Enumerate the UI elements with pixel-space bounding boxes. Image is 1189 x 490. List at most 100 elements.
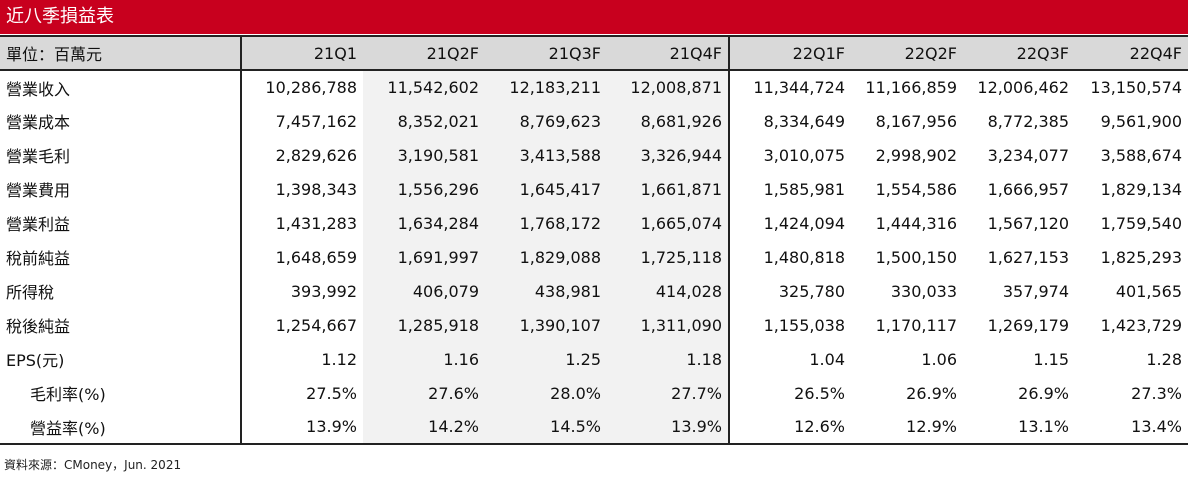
row-label: 所得稅	[6, 283, 55, 302]
table-cell: 1,390,107	[485, 308, 607, 342]
table-cell: 1,269,179	[987, 315, 1069, 335]
table-cell: 13,150,574	[1090, 78, 1182, 97]
row-label: 毛利率(%)	[30, 385, 106, 404]
row-label: 營業收入	[6, 79, 71, 99]
table-cell: 414,028	[607, 274, 729, 308]
table-cell: 1,567,120	[987, 213, 1069, 233]
table-cell: 1,554,586	[875, 179, 957, 199]
table-cell: 1,768,172	[485, 206, 607, 240]
table-cell: 11,166,859	[865, 78, 957, 97]
row-label: 營業成本	[6, 113, 71, 132]
table-cell: 357,974	[1002, 281, 1069, 301]
row-label: EPS(元)	[6, 351, 65, 370]
table-cell: 3,326,944	[607, 138, 729, 172]
row-label: 營業利益	[6, 215, 71, 234]
table-cell: 406,079	[363, 274, 485, 308]
table-cell: 8,352,021	[363, 104, 485, 138]
table-cell: 11,344,724	[728, 70, 851, 104]
table-cell: 27.3%	[1131, 383, 1182, 403]
table-row: 毛利率(%) 27.5% 27.6% 28.0% 27.7% 26.5% 26.9% 26.9…	[0, 376, 1188, 410]
table-cell: 1,480,818	[728, 240, 851, 274]
table-cell: 1,285,918	[363, 308, 485, 342]
table-cell: 12.9%	[851, 410, 963, 445]
table-cell: 12,006,462	[977, 78, 1069, 97]
table-cell: 3,588,674	[1100, 145, 1182, 165]
table-cell: 1,759,540	[1100, 213, 1182, 233]
column-header: 22Q1F	[728, 35, 851, 71]
table-cell: 1,645,417	[485, 172, 607, 206]
table-row: 營業收入 10,286,788 11,542,602 12,183,211 12,008…	[0, 70, 1188, 104]
table-cell: 2,998,902	[875, 145, 957, 165]
table-cell: 1.25	[485, 342, 607, 376]
table-cell: 26.5%	[728, 376, 851, 410]
table-cell: 8,167,956	[875, 111, 957, 131]
table-row: 營業成本 7,457,162 8,352,021 8,769,623 8,681,926…	[0, 104, 1188, 138]
table-cell: 3,413,588	[485, 138, 607, 172]
table-cell: 1,556,296	[363, 172, 485, 206]
table-cell: 1.16	[363, 342, 485, 376]
column-header: 22Q2F	[851, 35, 963, 71]
table-cell: 12,183,211	[485, 70, 607, 104]
table-cell: 27.7%	[607, 376, 729, 410]
column-header: 22Q4F	[1075, 35, 1188, 71]
table-cell: 1,424,094	[728, 206, 851, 240]
column-header: 22Q3F	[963, 35, 1075, 71]
income-statement-table: 單位：百萬元 21Q1 21Q2F 21Q3F 21Q4F 22Q1F 22Q2…	[0, 35, 1188, 445]
table-cell: 1.04	[728, 342, 851, 376]
row-label: 稅後純益	[6, 317, 71, 336]
table-cell: 1,661,871	[607, 172, 729, 206]
table-cell: 1,155,038	[728, 308, 851, 342]
table-row: 營業利益 1,431,283 1,634,284 1,768,172 1,665,074…	[0, 206, 1188, 240]
table-cell: 1.12	[240, 342, 363, 376]
table-cell: 330,033	[890, 281, 957, 301]
table-cell: 1,500,150	[875, 247, 957, 267]
table-cell: 325,780	[728, 274, 851, 308]
row-label: 稅前純益	[6, 249, 71, 268]
table-cell: 1,431,283	[240, 206, 363, 240]
table-cell: 8,681,926	[607, 104, 729, 138]
table-cell: 393,992	[240, 274, 363, 308]
table-cell: 14.2%	[363, 410, 485, 445]
table-row: 營業費用 1,398,343 1,556,296 1,645,417 1,661,871…	[0, 172, 1188, 206]
table-cell: 1,648,659	[240, 240, 363, 274]
table-cell: 13.1%	[963, 410, 1075, 445]
table-row: 營業毛利 2,829,626 3,190,581 3,413,588 3,326,944…	[0, 138, 1188, 172]
row-label: 營業費用	[6, 181, 71, 200]
table-cell: 1,825,293	[1100, 247, 1182, 267]
table-cell: 12,008,871	[607, 70, 729, 104]
table-cell: 26.9%	[1018, 383, 1069, 403]
table-title: 近八季損益表	[0, 0, 1188, 34]
table-cell: 12.6%	[728, 410, 851, 445]
table-cell: 1.15	[1033, 349, 1069, 369]
table-cell: 1,311,090	[607, 308, 729, 342]
table-cell: 27.6%	[363, 376, 485, 410]
table-cell: 1,627,153	[987, 247, 1069, 267]
table-cell: 11,542,602	[363, 70, 485, 104]
table-cell: 438,981	[485, 274, 607, 308]
table-cell: 7,457,162	[240, 104, 363, 138]
table-cell: 14.5%	[485, 410, 607, 445]
table-row: 所得稅 393,992 406,079 438,981 414,028 325,780 33…	[0, 274, 1188, 308]
row-label: 營業毛利	[6, 147, 71, 166]
table-cell: 1,691,997	[363, 240, 485, 274]
table-cell: 1,444,316	[875, 213, 957, 233]
table-cell: 1,398,343	[240, 172, 363, 206]
table-cell: 9,561,900	[1100, 111, 1182, 131]
column-header: 21Q3F	[485, 35, 607, 71]
table-cell: 8,769,623	[485, 104, 607, 138]
table-cell: 13.9%	[607, 410, 729, 445]
table-cell: 1,666,957	[987, 179, 1069, 199]
table-cell: 8,334,649	[728, 104, 851, 138]
table-cell: 26.9%	[906, 383, 957, 403]
table-cell: 1,725,118	[607, 240, 729, 274]
table-cell: 1,829,134	[1100, 179, 1182, 199]
table-body: 營業收入 10,286,788 11,542,602 12,183,211 12,008…	[0, 70, 1188, 445]
row-label: 營益率(%)	[0, 410, 241, 445]
table-row: 稅前純益 1,648,659 1,691,997 1,829,088 1,725,118…	[0, 240, 1188, 274]
column-header: 21Q2F	[363, 35, 485, 71]
column-header: 21Q4F	[607, 35, 729, 71]
table-cell: 27.5%	[240, 376, 363, 410]
table-cell: 1,423,729	[1100, 315, 1182, 335]
table-cell: 8,772,385	[987, 111, 1069, 131]
